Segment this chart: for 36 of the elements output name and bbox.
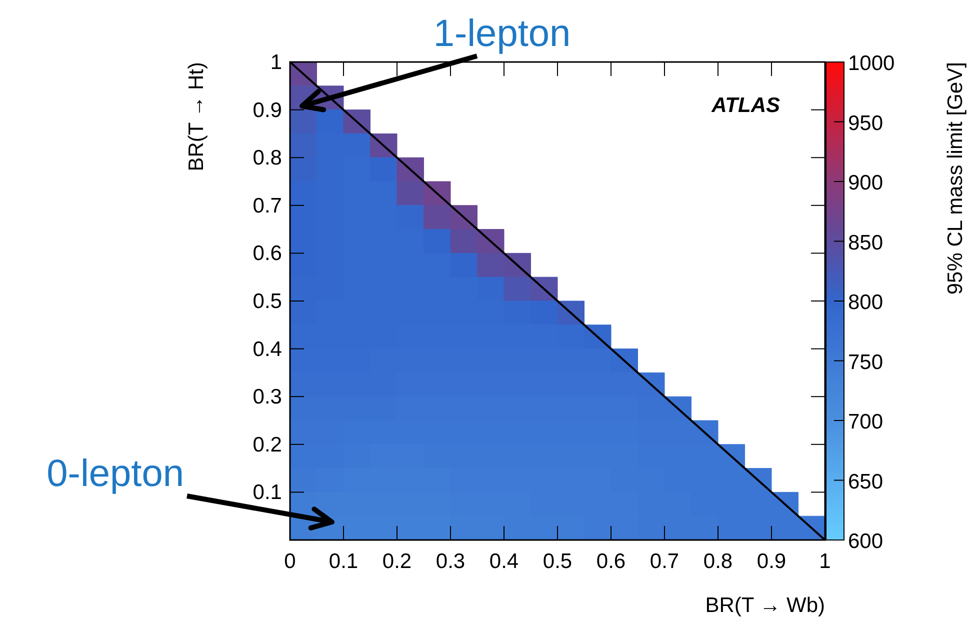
color-bar-label: 850 [848, 231, 884, 254]
y-tick-label: 0.6 [252, 242, 282, 266]
x-tick-label: 0.8 [703, 550, 733, 573]
x-tick-label: 1 [819, 550, 831, 573]
y-tick-label: 0.1 [252, 481, 282, 504]
y-tick-label: 0.8 [252, 146, 282, 170]
x-tick-label: 0.3 [436, 550, 466, 573]
y-tick-label: 0.4 [252, 338, 282, 361]
y-tick-label: 1 [270, 51, 282, 74]
y-tick-label: 0.5 [252, 290, 282, 313]
color-bar-title: 95% CL mass limit [GeV] [944, 62, 967, 295]
y-tick-label: 0.2 [252, 433, 282, 456]
x-tick-label: 0 [284, 550, 296, 573]
x-axis-title: BR(T → Wb) [705, 594, 825, 617]
color-bar-label: 700 [848, 410, 884, 434]
text: 1-lepton [433, 13, 571, 55]
y-tick-label: 0.7 [252, 194, 282, 218]
text: 0-lepton [46, 453, 184, 495]
x-tick-label: 0.4 [489, 550, 519, 573]
y-tick-label: 0.9 [252, 98, 282, 122]
color-bar-label: 800 [848, 291, 884, 314]
color-bar-label: 950 [848, 112, 884, 135]
annotation: ATLAS [710, 94, 780, 117]
x-tick-label: 0.7 [650, 550, 680, 573]
x-tick-label: 0.9 [756, 550, 786, 573]
x-tick-label: 0.1 [328, 550, 358, 573]
color-bar-label: 900 [848, 172, 884, 194]
color-bar-label: 1000 [848, 52, 895, 75]
color-bar-label: 600 [848, 530, 884, 553]
x-tick-label: 0.6 [596, 550, 626, 573]
color-bar-label: 750 [848, 350, 884, 374]
y-axis-title: BR(T → Ht) [185, 62, 208, 172]
x-tick-label: 0.5 [542, 550, 572, 573]
color-bar-label: 650 [848, 470, 884, 494]
x-tick-label: 0.2 [382, 550, 412, 573]
y-tick-label: 0.3 [252, 386, 282, 409]
